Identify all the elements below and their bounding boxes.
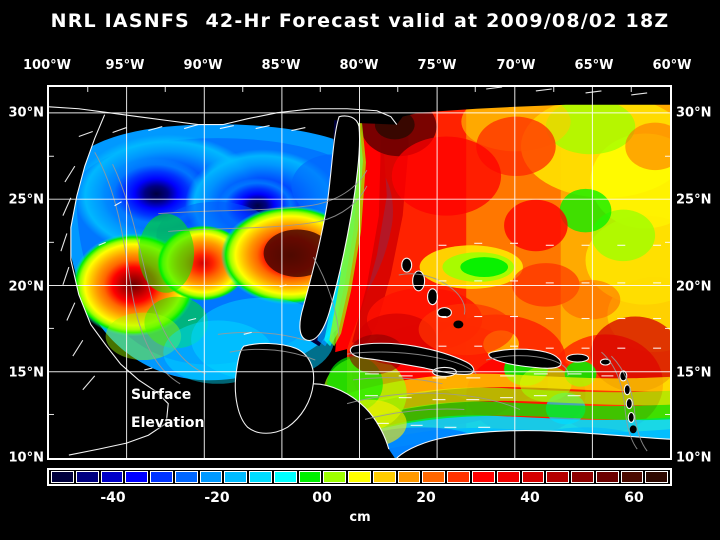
forecast-map-plot[interactable]: Surface Elevation (47, 85, 672, 460)
lon-label-95w: 95°W (105, 58, 145, 73)
colorbar-tick-00: 00 (312, 490, 332, 506)
colorbar-swatch (199, 471, 223, 483)
lon-label-80w: 80°W (339, 58, 379, 73)
colorbar-swatch (249, 471, 272, 483)
colorbar-swatch (447, 471, 471, 483)
colorbar-swatch (51, 471, 74, 483)
colorbar-swatch (298, 471, 322, 483)
lon-label-90w: 90°W (183, 58, 223, 73)
colorbar-tick-neg20: -20 (204, 490, 230, 506)
lon-label-60w: 60°W (652, 58, 692, 73)
colorbar-unit-label: cm (349, 510, 371, 525)
lat-label-left-25n: 25°N (8, 192, 44, 208)
lat-label-left-15n: 15°N (8, 365, 44, 381)
colorbar-tick-20: 20 (416, 490, 436, 506)
map-canvas (49, 87, 670, 458)
colorbar-swatch (224, 471, 248, 483)
colorbar-swatch (620, 471, 644, 483)
lat-label-left-20n: 20°N (8, 279, 44, 295)
colorbar-swatch (348, 471, 371, 483)
colorbar-swatch (100, 471, 124, 483)
colorbar-tick-neg40: -40 (100, 490, 126, 506)
colorbar-swatch (546, 471, 570, 483)
lat-label-right-25n: 25°N (676, 192, 712, 208)
colorbar-swatch (496, 471, 520, 483)
lat-label-left-10n: 10°N (8, 450, 44, 466)
colorbar-swatch (273, 471, 297, 483)
colorbar-swatch (472, 471, 495, 483)
lon-label-65w: 65°W (574, 58, 614, 73)
colorbar-swatch (521, 471, 545, 483)
colorbar-swatch (174, 471, 198, 483)
lat-label-right-30n: 30°N (676, 105, 712, 121)
colorbar-swatch (75, 471, 99, 483)
lat-label-right-10n: 10°N (676, 450, 712, 466)
colorbar-tick-40: 40 (520, 490, 540, 506)
lon-label-100w: 100°W (23, 58, 71, 73)
page-title: NRL IASNFS 42-Hr Forecast valid at 2009/… (50, 10, 670, 32)
colorbar-swatch (323, 471, 347, 483)
lat-label-left-30n: 30°N (8, 105, 44, 121)
colorbar-swatch (571, 471, 594, 483)
colorbar-swatch (372, 471, 396, 483)
lat-label-right-20n: 20°N (676, 279, 712, 295)
lon-label-75w: 75°W (417, 58, 457, 73)
lat-label-right-15n: 15°N (676, 365, 712, 381)
colorbar-swatch (595, 471, 619, 483)
colorbar (47, 468, 672, 486)
lon-label-70w: 70°W (496, 58, 536, 73)
colorbar-swatch (150, 471, 173, 483)
colorbar-tick-60: 60 (624, 490, 644, 506)
colorbar-swatch (397, 471, 421, 483)
colorbar-swatch (645, 471, 669, 483)
colorbar-swatch (125, 471, 149, 483)
lon-label-85w: 85°W (261, 58, 301, 73)
sea-surface-elevation-field (49, 87, 670, 458)
colorbar-swatch (422, 471, 446, 483)
